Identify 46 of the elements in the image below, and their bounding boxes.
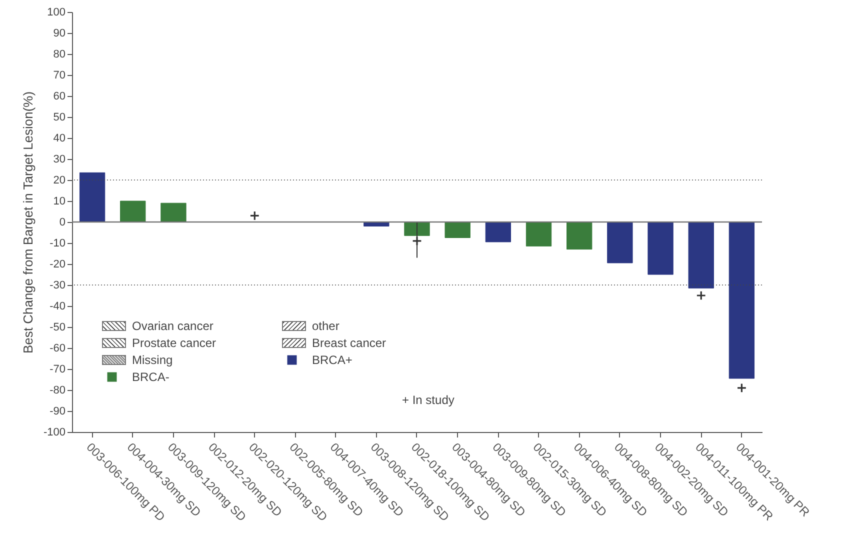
y-tick-label: -80	[50, 384, 66, 396]
annotation: Missing	[132, 353, 173, 367]
annotation: Prostate cancer	[132, 336, 216, 350]
y-tick-label: 90	[53, 28, 66, 40]
bar	[485, 222, 512, 242]
annotation: Ovarian cancer	[132, 319, 214, 333]
y-tick-label: 20	[53, 174, 66, 186]
y-tick-label: 0	[59, 216, 66, 228]
y-tick-label: -40	[50, 300, 66, 312]
y-tick-label: -70	[50, 364, 66, 376]
point	[736, 382, 747, 393]
legend-label: BRCA-	[132, 370, 170, 384]
y-tick-label: -50	[50, 322, 66, 334]
y-tick-label: 30	[53, 154, 66, 166]
point	[696, 290, 706, 300]
bar	[120, 200, 146, 222]
bar	[688, 222, 714, 288]
bar	[444, 222, 470, 238]
y-tick-label: -10	[50, 238, 66, 250]
y-tick-label: 70	[53, 70, 66, 82]
y-tick-label: 60	[53, 90, 66, 102]
y-tick-label: -30	[50, 280, 66, 292]
y-tick-label: -20	[50, 258, 66, 270]
y-tick-label: -60	[50, 342, 66, 354]
point	[412, 236, 422, 246]
y-tick-label: 80	[53, 48, 66, 60]
bar	[160, 202, 186, 222]
annotation: + In study	[402, 393, 454, 407]
annotation: Breast cancer	[312, 336, 386, 350]
y-tick-label: -100	[43, 426, 66, 438]
y-tick-label: 100	[47, 6, 66, 18]
bar	[648, 222, 674, 275]
legend-label: BRCA+	[312, 353, 352, 367]
y-tick-label: 10	[53, 196, 66, 208]
bar	[79, 172, 106, 222]
y-tick-label: 40	[53, 132, 66, 144]
bar	[728, 222, 755, 379]
y-tick-label: -90	[50, 406, 66, 418]
bar	[404, 222, 430, 236]
bar	[526, 222, 552, 246]
bar	[566, 222, 592, 250]
point	[250, 210, 260, 221]
y-tick-label: 50	[53, 112, 66, 124]
y-axis-title: Best Change from Barget in Target Lesion(%)	[20, 91, 36, 354]
bar	[607, 222, 633, 264]
annotation: other	[312, 319, 340, 333]
